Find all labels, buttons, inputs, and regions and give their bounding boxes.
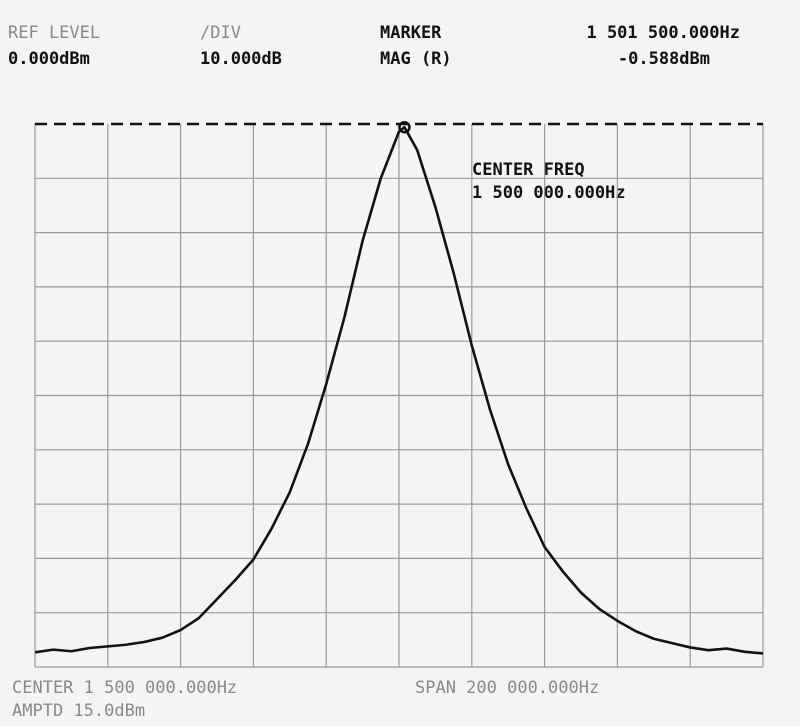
span: SPAN 200 000.000Hz [415, 678, 599, 698]
marker [398, 120, 411, 134]
center-freq-label: CENTER FREQ [472, 160, 585, 180]
center-freq: 1 500 000.000Hz [472, 183, 626, 203]
div-label: /DIV [200, 23, 241, 43]
ref-level-label: REF LEVEL [8, 23, 100, 43]
div: 10.000dB [200, 49, 282, 69]
ref-level: 0.000dBm [8, 49, 90, 69]
marker-label: MARKER [380, 23, 442, 43]
trace [34, 125, 764, 655]
marker-freq: 1 501 500.000Hz [586, 23, 740, 43]
marker-mag: -0.588dBm [618, 49, 710, 69]
mag-label: MAG (R) [380, 49, 452, 69]
amptd: AMPTD 15.0dBm [12, 701, 145, 721]
center: CENTER 1 500 000.000Hz [12, 678, 237, 698]
